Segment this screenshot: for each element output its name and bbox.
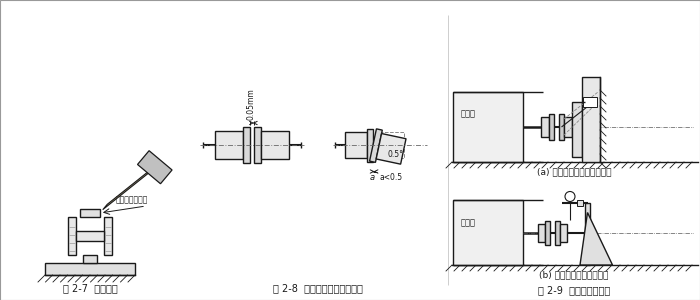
Bar (583, 97, 597, 107)
Polygon shape (580, 212, 612, 265)
Bar (545, 220, 550, 244)
Bar (555, 220, 560, 244)
Bar (564, 117, 572, 137)
Bar (585, 202, 590, 265)
Text: 0.05mm: 0.05mm (246, 88, 256, 120)
Text: a: a (370, 173, 374, 182)
Circle shape (565, 191, 575, 202)
Bar (453, 92, 523, 162)
Polygon shape (376, 134, 406, 164)
Polygon shape (370, 129, 382, 162)
Bar (572, 102, 582, 157)
Text: 原动机: 原动机 (461, 218, 476, 227)
Text: 此处应垫一铜棒: 此处应垫一铜棒 (116, 195, 148, 204)
Bar (549, 114, 554, 140)
Bar (559, 114, 564, 140)
Bar (254, 127, 261, 163)
Bar (560, 224, 567, 242)
Bar (582, 77, 600, 162)
Bar (367, 128, 373, 161)
Text: 图 2-8  联轴器之间的安装精度: 图 2-8 联轴器之间的安装精度 (273, 283, 363, 293)
Bar (215, 131, 243, 159)
Bar (538, 224, 545, 242)
Bar (83, 255, 97, 263)
Bar (76, 231, 104, 241)
Bar (68, 217, 76, 255)
Bar (80, 209, 100, 217)
Polygon shape (137, 151, 172, 184)
Bar (453, 200, 523, 265)
Bar (345, 132, 367, 158)
Bar (243, 127, 250, 163)
Bar (577, 200, 583, 206)
Text: (a) 用百分表检查联轴器端面: (a) 用百分表检查联轴器端面 (537, 167, 611, 176)
Bar (104, 217, 112, 255)
Text: (b) 用百分表检查支座端面: (b) 用百分表检查支座端面 (539, 271, 609, 280)
Text: a<0.5: a<0.5 (379, 172, 402, 182)
Bar (541, 117, 549, 137)
Polygon shape (103, 164, 157, 210)
Bar (45, 263, 135, 275)
Bar (261, 131, 289, 159)
Text: 原动机: 原动机 (461, 110, 476, 118)
Text: 图 2-7  注意事项: 图 2-7 注意事项 (62, 283, 118, 293)
Text: 0.5°: 0.5° (387, 150, 403, 159)
Text: 图 2-9  安装精度的检查: 图 2-9 安装精度的检查 (538, 285, 610, 295)
